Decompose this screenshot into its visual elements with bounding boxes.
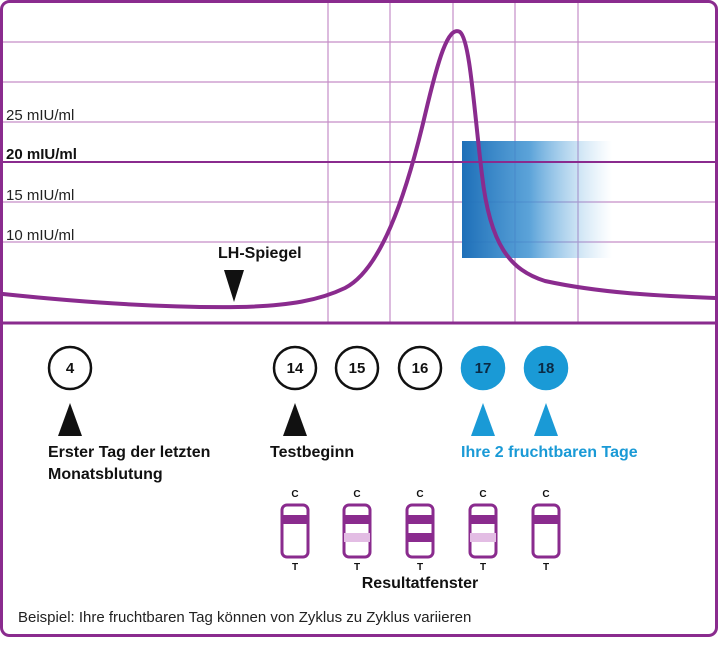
control-line xyxy=(407,515,433,524)
test-strip xyxy=(531,503,561,559)
test-strip xyxy=(280,503,310,559)
control-line xyxy=(282,515,308,524)
test-start-pointer-icon xyxy=(283,403,307,436)
test-line xyxy=(344,533,370,542)
first-day-pointer-icon xyxy=(58,403,82,436)
strip-c-label: C xyxy=(291,489,298,500)
fertile-days-label: Ihre 2 fruchtbaren Tage xyxy=(461,444,638,461)
lh-curve xyxy=(1,29,717,310)
test-strip xyxy=(405,503,435,559)
fertile-day-17-pointer-icon xyxy=(471,403,495,436)
test-strips: C T C T C T C T C T xyxy=(280,489,561,573)
day-circle-14 xyxy=(272,345,318,391)
test-strip xyxy=(468,503,498,559)
control-line xyxy=(344,515,370,524)
strip-t-label: T xyxy=(417,562,423,573)
strip-t-label: T xyxy=(480,562,486,573)
day-number-14: 14 xyxy=(287,360,304,377)
first-day-label-line2: Monatsblutung xyxy=(48,466,163,483)
test-line xyxy=(470,533,496,542)
test-strip xyxy=(342,503,372,559)
day-circle-16 xyxy=(397,345,443,391)
fertile-day-18-pointer-icon xyxy=(534,403,558,436)
control-line xyxy=(470,515,496,524)
strip-c-label: C xyxy=(479,489,486,500)
day-circle-17 xyxy=(460,345,506,391)
test-line xyxy=(407,533,433,542)
day-circle-15 xyxy=(334,345,380,391)
first-day-label-line1: Erster Tag der letzten xyxy=(48,444,210,461)
day-circle-4 xyxy=(47,345,93,391)
y-label-25: 25 mIU/ml xyxy=(6,107,74,124)
day-number-15: 15 xyxy=(349,360,366,377)
lh-level-label: LH-Spiegel xyxy=(218,245,302,262)
lh-level-arrow-icon xyxy=(224,270,244,302)
strip-t-label: T xyxy=(292,562,298,573)
day-number-18: 18 xyxy=(538,360,555,377)
footer-note: Beispiel: Ihre fruchtbaren Tag können vo… xyxy=(18,609,471,626)
day-circles: 4 14 15 16 17 18 xyxy=(47,345,569,391)
day-circle-18 xyxy=(523,345,569,391)
day-number-17: 17 xyxy=(475,360,492,377)
day-number-4: 4 xyxy=(66,360,75,377)
y-label-20: 20 mIU/ml xyxy=(6,146,77,163)
strip-c-label: C xyxy=(353,489,360,500)
test-start-label: Testbeginn xyxy=(270,444,354,461)
day-number-16: 16 xyxy=(412,360,429,377)
y-label-10: 10 mIU/ml xyxy=(6,227,74,244)
control-line xyxy=(533,515,559,524)
strip-t-label: T xyxy=(543,562,549,573)
strip-c-label: C xyxy=(542,489,549,500)
strip-t-label: T xyxy=(354,562,360,573)
result-window-caption: Resultatfenster xyxy=(362,575,478,592)
y-label-15: 15 mIU/ml xyxy=(6,187,74,204)
strip-c-label: C xyxy=(416,489,423,500)
